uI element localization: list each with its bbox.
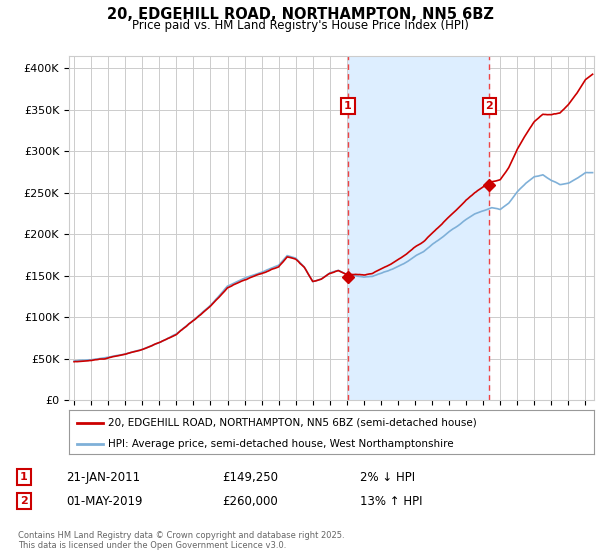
Text: 01-MAY-2019: 01-MAY-2019 xyxy=(66,494,143,508)
Text: 20, EDGEHILL ROAD, NORTHAMPTON, NN5 6BZ (semi-detached house): 20, EDGEHILL ROAD, NORTHAMPTON, NN5 6BZ … xyxy=(109,418,477,427)
Text: £149,250: £149,250 xyxy=(222,470,278,484)
Text: 20, EDGEHILL ROAD, NORTHAMPTON, NN5 6BZ: 20, EDGEHILL ROAD, NORTHAMPTON, NN5 6BZ xyxy=(107,7,493,22)
Text: Price paid vs. HM Land Registry's House Price Index (HPI): Price paid vs. HM Land Registry's House … xyxy=(131,19,469,32)
Text: 2% ↓ HPI: 2% ↓ HPI xyxy=(360,470,415,484)
Text: HPI: Average price, semi-detached house, West Northamptonshire: HPI: Average price, semi-detached house,… xyxy=(109,439,454,449)
Text: Contains HM Land Registry data © Crown copyright and database right 2025.
This d: Contains HM Land Registry data © Crown c… xyxy=(18,531,344,550)
Text: 21-JAN-2011: 21-JAN-2011 xyxy=(66,470,140,484)
Text: 2: 2 xyxy=(485,101,493,111)
Text: 2: 2 xyxy=(20,496,28,506)
Text: £260,000: £260,000 xyxy=(222,494,278,508)
Text: 13% ↑ HPI: 13% ↑ HPI xyxy=(360,494,422,508)
Text: 1: 1 xyxy=(344,101,352,111)
Bar xyxy=(348,56,489,400)
Text: 1: 1 xyxy=(20,472,28,482)
